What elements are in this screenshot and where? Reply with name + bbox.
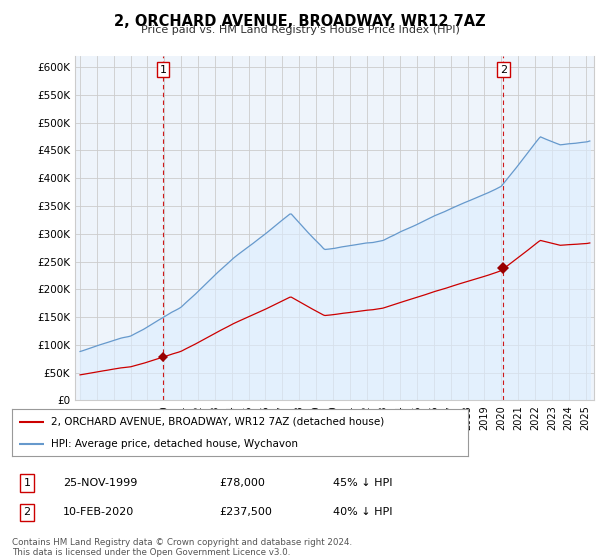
- Text: 2, ORCHARD AVENUE, BROADWAY, WR12 7AZ (detached house): 2, ORCHARD AVENUE, BROADWAY, WR12 7AZ (d…: [51, 417, 384, 427]
- Text: 1: 1: [160, 64, 166, 74]
- Text: Price paid vs. HM Land Registry's House Price Index (HPI): Price paid vs. HM Land Registry's House …: [140, 25, 460, 35]
- Text: £78,000: £78,000: [219, 478, 265, 488]
- Text: 2: 2: [23, 507, 31, 517]
- Text: 40% ↓ HPI: 40% ↓ HPI: [333, 507, 392, 517]
- Text: HPI: Average price, detached house, Wychavon: HPI: Average price, detached house, Wych…: [51, 438, 298, 449]
- Text: 1: 1: [23, 478, 31, 488]
- Text: Contains HM Land Registry data © Crown copyright and database right 2024.
This d: Contains HM Land Registry data © Crown c…: [12, 538, 352, 557]
- Text: 2: 2: [500, 64, 507, 74]
- Text: 10-FEB-2020: 10-FEB-2020: [63, 507, 134, 517]
- Text: 2, ORCHARD AVENUE, BROADWAY, WR12 7AZ: 2, ORCHARD AVENUE, BROADWAY, WR12 7AZ: [114, 14, 486, 29]
- Text: £237,500: £237,500: [219, 507, 272, 517]
- Text: 25-NOV-1999: 25-NOV-1999: [63, 478, 137, 488]
- Text: 45% ↓ HPI: 45% ↓ HPI: [333, 478, 392, 488]
